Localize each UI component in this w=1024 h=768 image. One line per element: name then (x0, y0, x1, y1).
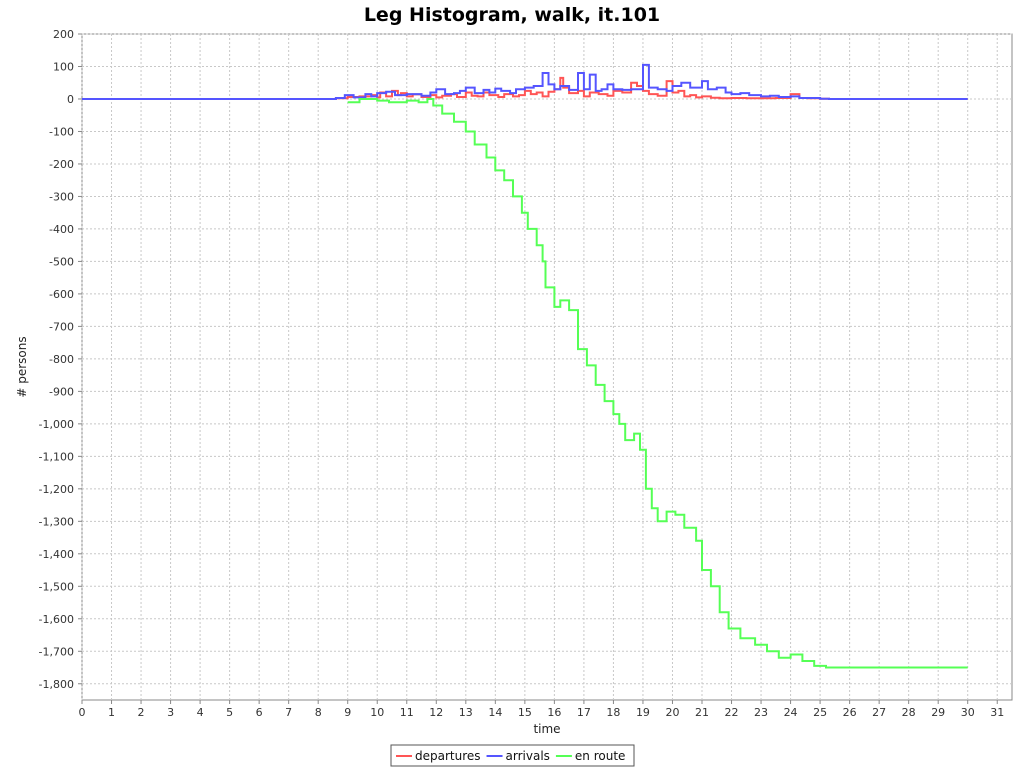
x-tick-label: 23 (754, 706, 768, 719)
x-tick-label: 27 (872, 706, 886, 719)
y-tick-label: -800 (49, 353, 74, 366)
x-tick-label: 13 (459, 706, 473, 719)
series-line-en-route (347, 98, 968, 669)
x-tick-label: 17 (577, 706, 591, 719)
x-tick-label: 2 (138, 706, 145, 719)
series-layer (82, 63, 968, 669)
x-tick-label: 8 (315, 706, 322, 719)
y-tick-label: -1,500 (39, 580, 74, 593)
y-tick-label: -1,400 (39, 548, 74, 561)
x-tick-label: 18 (606, 706, 620, 719)
legend-label-en-route: en route (575, 749, 626, 763)
y-tick-label: -1,300 (39, 515, 74, 528)
x-tick-label: 11 (400, 706, 414, 719)
x-tick-label: 25 (813, 706, 827, 719)
x-tick-label: 20 (665, 706, 679, 719)
legend-box (390, 744, 635, 767)
x-tick-label: 1 (108, 706, 115, 719)
y-tick-label: -200 (49, 158, 74, 171)
x-tick-label: 14 (488, 706, 502, 719)
chart-title: Leg Histogram, walk, it.101 (364, 4, 660, 26)
x-tick-label: 5 (226, 706, 233, 719)
y-tick-label: -1,600 (39, 613, 74, 626)
legend-label-arrivals: arrivals (506, 749, 550, 763)
y-tick-label: -1,000 (39, 418, 74, 431)
grid-lines (81, 33, 1012, 700)
series-line-arrivals (82, 63, 968, 100)
y-axis-label: # persons (15, 336, 29, 397)
y-tick-label: -1,100 (39, 450, 74, 463)
y-tick-label: -400 (49, 223, 74, 236)
legend: departures arrivals en route (390, 744, 635, 767)
x-tick-label: 16 (547, 706, 561, 719)
y-tick-label: -500 (49, 255, 74, 268)
x-tick-label: 12 (429, 706, 443, 719)
x-tick-label: 9 (344, 706, 351, 719)
x-tick-label: 0 (79, 706, 86, 719)
x-tick-label: 6 (256, 706, 263, 719)
x-tick-label: 22 (725, 706, 739, 719)
y-tick-label: -900 (49, 385, 74, 398)
x-axis-label: time (533, 722, 560, 736)
x-axis: 0 1 2 3 4 5 6 7 8 9 10 11 12 13 14 15 16 17 18 19 20 21 22 23 24… (79, 700, 1004, 719)
y-tick-label: -100 (49, 125, 74, 138)
x-tick-label: 29 (931, 706, 945, 719)
y-tick-label: -700 (49, 320, 74, 333)
x-tick-label: 24 (784, 706, 798, 719)
x-tick-label: 31 (990, 706, 1004, 719)
x-tick-label: 30 (961, 706, 975, 719)
x-tick-label: 3 (167, 706, 174, 719)
x-tick-label: 26 (843, 706, 857, 719)
y-tick-label: -600 (49, 288, 74, 301)
legend-label-departures: departures (415, 749, 481, 763)
y-tick-label: 100 (53, 60, 74, 73)
y-axis: 200 100 0 -100 -200 -300 -400 -500 -600 -700 -800 -… (39, 28, 82, 691)
y-tick-label: -1,700 (39, 645, 74, 658)
plot-area (81, 33, 1013, 701)
y-tick-label: 0 (67, 93, 74, 106)
y-tick-label: -1,200 (39, 483, 74, 496)
x-tick-label: 7 (285, 706, 292, 719)
x-tick-label: 28 (902, 706, 916, 719)
x-tick-label: 4 (197, 706, 204, 719)
x-tick-label: 10 (370, 706, 384, 719)
x-tick-label: 15 (518, 706, 532, 719)
y-tick-label: -300 (49, 190, 74, 203)
y-tick-label: 200 (53, 28, 74, 41)
x-tick-label: 19 (636, 706, 650, 719)
x-tick-label: 21 (695, 706, 709, 719)
y-tick-label: -1,800 (39, 678, 74, 691)
